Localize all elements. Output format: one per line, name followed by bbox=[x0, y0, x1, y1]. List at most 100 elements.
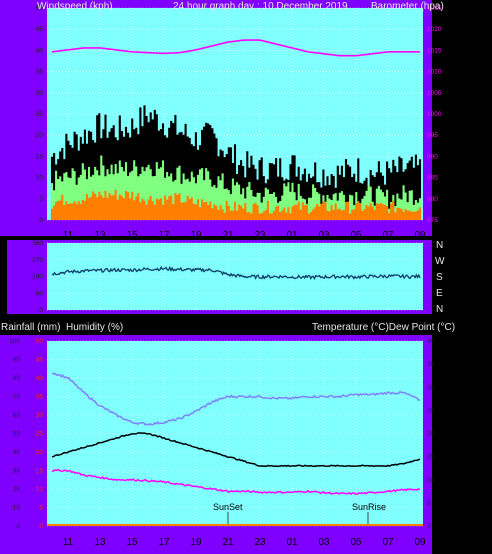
humidity-ytick: 50 bbox=[13, 431, 21, 438]
climate-xtick: 21 bbox=[222, 537, 234, 548]
wind-xtick: 13 bbox=[94, 230, 106, 241]
climate-xtick: 17 bbox=[158, 537, 170, 548]
climate-xtick: 03 bbox=[318, 537, 330, 548]
direction-label-w: W bbox=[435, 256, 445, 267]
climate-xtick: 19 bbox=[190, 537, 202, 548]
wind-xtick: 11 bbox=[63, 230, 74, 241]
temperature-axis-label: Temperature (°C)Dew Point (°C) bbox=[312, 322, 455, 333]
baro-ytick: 1000 bbox=[427, 111, 442, 118]
temp-ytick: 35 bbox=[427, 361, 435, 368]
humidity-ytick: 20 bbox=[13, 486, 21, 493]
wind-xtick: 15 bbox=[126, 230, 138, 241]
direction-ytick: 90 bbox=[36, 290, 44, 297]
rainfall-axis-label: Rainfall (mm) bbox=[1, 322, 60, 333]
climate-xtick: 11 bbox=[63, 537, 74, 548]
direction-label-e: E bbox=[436, 288, 443, 299]
sunrise-label: SunRise bbox=[352, 502, 386, 512]
rain-ytick: 50 bbox=[36, 338, 44, 345]
humidity-ytick: 90 bbox=[13, 357, 21, 364]
wind-ytick: 25 bbox=[36, 111, 44, 118]
direction-label-n-bottom: N bbox=[436, 304, 443, 315]
baro-ytick: 1010 bbox=[427, 69, 442, 76]
humidity-ytick: 30 bbox=[13, 468, 21, 475]
baro-ytick: 985 bbox=[427, 175, 438, 182]
humidity-ytick: 60 bbox=[13, 412, 21, 419]
baro-ytick: 975 bbox=[427, 217, 438, 224]
chart-title: 24 hour graph day : 10 December 2019 bbox=[173, 1, 348, 12]
tick-labels: 0510152025303540455097598098599099510001… bbox=[9, 5, 442, 548]
series-low bbox=[50, 189, 422, 220]
wind-ytick: 10 bbox=[36, 175, 44, 182]
wind-xtick: 09 bbox=[414, 230, 426, 241]
temp-ytick: 5 bbox=[427, 500, 431, 507]
wind-ytick: 35 bbox=[36, 69, 44, 76]
direction-label-s: S bbox=[436, 272, 443, 283]
baro-ytick: 1015 bbox=[427, 47, 442, 54]
climate-xtick: 23 bbox=[254, 537, 266, 548]
windspeed-axis-label: Windspeed (kph) bbox=[37, 1, 113, 12]
baro-ytick: 1025 bbox=[427, 5, 442, 12]
climate-xtick: 05 bbox=[350, 537, 362, 548]
wind-xtick: 01 bbox=[286, 230, 298, 241]
wind-ytick: 40 bbox=[36, 47, 44, 54]
rain-ytick: 35 bbox=[36, 394, 44, 401]
humidity-ytick: 100 bbox=[9, 338, 20, 345]
wind-xtick: 17 bbox=[158, 230, 170, 241]
temp-ytick: 15 bbox=[427, 454, 435, 461]
rain-ytick: 40 bbox=[36, 375, 44, 382]
baro-ytick: 1020 bbox=[427, 26, 442, 33]
wind-direction-line bbox=[51, 265, 421, 281]
rain-ytick: 20 bbox=[36, 449, 44, 456]
temperature-line bbox=[51, 432, 421, 468]
baro-ytick: 1005 bbox=[427, 90, 442, 97]
rain-ytick: 25 bbox=[36, 431, 44, 438]
direction-ytick: 180 bbox=[32, 274, 43, 281]
barometer-line bbox=[51, 39, 420, 57]
climate-xtick: 09 bbox=[414, 537, 426, 548]
humidity-line bbox=[51, 372, 421, 426]
wind-ytick: 5 bbox=[39, 196, 43, 203]
climate-xtick: 13 bbox=[94, 537, 106, 548]
humidity-ytick: 10 bbox=[13, 505, 21, 512]
wind-xtick: 23 bbox=[254, 230, 266, 241]
wind-xtick: 05 bbox=[350, 230, 362, 241]
humidity-ytick: 80 bbox=[13, 375, 21, 382]
direction-ytick: 270 bbox=[32, 257, 43, 264]
wind-xtick: 19 bbox=[190, 230, 202, 241]
climate-xtick: 15 bbox=[126, 537, 138, 548]
rain-ytick: 10 bbox=[36, 486, 44, 493]
baro-ytick: 980 bbox=[427, 196, 438, 203]
wind-ytick: 20 bbox=[36, 132, 44, 139]
rain-ytick: 30 bbox=[36, 412, 44, 419]
rain-ytick: 45 bbox=[36, 357, 44, 364]
wind-ytick: 50 bbox=[36, 5, 44, 12]
humidity-axis-label: Humidity (%) bbox=[66, 322, 123, 333]
dewpoint-line bbox=[51, 468, 421, 496]
wind-ytick: 30 bbox=[36, 90, 44, 97]
temp-ytick: 20 bbox=[427, 431, 435, 438]
wind-xtick: 21 bbox=[222, 230, 234, 241]
series-layer bbox=[47, 39, 423, 526]
baro-ytick: 990 bbox=[427, 153, 438, 160]
humidity-ytick: 40 bbox=[13, 449, 21, 456]
baro-ytick: 995 bbox=[427, 132, 438, 139]
climate-xtick: 07 bbox=[382, 537, 394, 548]
temp-ytick: 25 bbox=[427, 407, 435, 414]
temp-ytick: 40 bbox=[427, 338, 435, 345]
barometer-axis-label: Barometer (hpa) bbox=[371, 1, 444, 12]
direction-ytick: 360 bbox=[32, 240, 43, 247]
wind-xtick: 07 bbox=[382, 230, 394, 241]
rain-ytick: 5 bbox=[39, 505, 43, 512]
direction-label-n-top: N bbox=[436, 240, 443, 251]
sunset-label: SunSet bbox=[213, 502, 243, 512]
humidity-ytick: 0 bbox=[16, 523, 20, 530]
direction-ytick: 0 bbox=[39, 307, 43, 314]
temp-ytick: 10 bbox=[427, 477, 435, 484]
humidity-ytick: 70 bbox=[13, 394, 21, 401]
wind-ytick: 0 bbox=[39, 217, 43, 224]
wind-bars-low bbox=[50, 189, 422, 220]
wind-ytick: 15 bbox=[36, 153, 44, 160]
rain-ytick: 0 bbox=[39, 523, 43, 530]
temp-ytick: 0 bbox=[427, 523, 431, 530]
